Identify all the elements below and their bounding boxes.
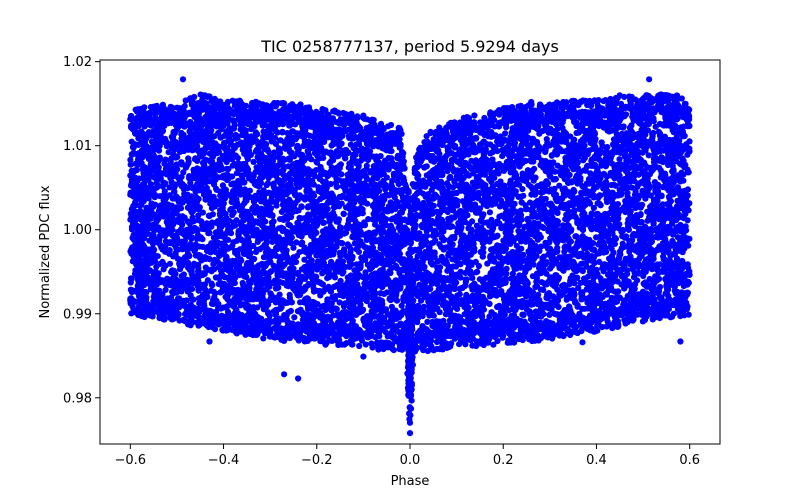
data-point xyxy=(539,200,546,207)
data-point xyxy=(165,149,172,156)
data-point xyxy=(187,179,194,187)
data-point xyxy=(177,205,185,212)
data-point xyxy=(337,224,344,231)
data-point xyxy=(416,281,423,288)
data-point xyxy=(443,287,450,294)
data-point xyxy=(494,218,501,225)
data-point xyxy=(276,291,283,298)
data-point xyxy=(668,182,675,189)
data-point xyxy=(286,265,294,272)
data-point xyxy=(384,289,391,296)
data-point xyxy=(659,201,666,208)
data-point xyxy=(502,130,509,137)
data-point xyxy=(609,127,616,134)
data-point xyxy=(382,186,389,193)
data-point xyxy=(590,204,598,212)
data-point xyxy=(372,221,379,228)
data-point xyxy=(250,158,257,165)
data-point xyxy=(513,242,520,249)
data-point xyxy=(519,186,526,193)
data-point xyxy=(343,224,350,231)
data-point xyxy=(424,318,431,325)
data-point xyxy=(208,127,215,134)
data-point xyxy=(311,150,318,157)
data-point xyxy=(333,306,340,313)
data-point xyxy=(535,291,542,298)
data-point xyxy=(287,122,294,129)
data-point xyxy=(546,311,553,318)
data-point xyxy=(580,157,587,164)
data-point xyxy=(166,260,174,267)
data-point xyxy=(564,221,571,228)
data-point xyxy=(630,274,638,281)
data-points xyxy=(127,76,693,437)
data-point xyxy=(392,262,400,269)
data-point xyxy=(577,279,584,286)
data-point xyxy=(596,258,603,265)
data-point xyxy=(423,163,430,170)
data-point xyxy=(509,270,516,277)
data-point xyxy=(298,203,305,210)
data-point xyxy=(163,140,170,147)
